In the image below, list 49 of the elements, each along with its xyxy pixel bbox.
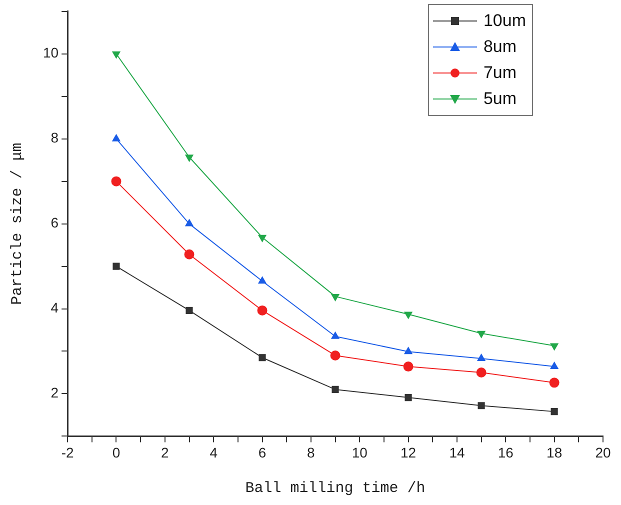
y-tick-label: 4 [50, 300, 59, 316]
y-tick-label: 2 [50, 384, 59, 401]
point [550, 362, 559, 370]
x-tick-label: 18 [546, 444, 562, 460]
y-axis-title: Particle size / μm [8, 142, 26, 305]
x-tick-label: -2 [61, 444, 74, 460]
point [186, 306, 193, 314]
point [550, 343, 559, 351]
x-tick-label: 12 [400, 444, 416, 460]
x-axis-title: Ball milling time /h [245, 480, 426, 497]
x-tick-label: 14 [449, 444, 465, 460]
point [258, 234, 267, 242]
point [112, 51, 121, 59]
x-tick-label: 8 [307, 444, 316, 460]
point [330, 294, 340, 302]
point [258, 276, 267, 284]
point [184, 249, 194, 260]
point [404, 346, 413, 354]
point [404, 394, 412, 402]
x-tick-label: 10 [352, 444, 368, 460]
x-tick-label: 16 [498, 444, 514, 460]
point [550, 408, 558, 416]
x-tick-label: 0 [112, 444, 120, 460]
point [476, 367, 486, 378]
point [478, 402, 485, 410]
y-tick-label: 10 [42, 44, 59, 61]
legend-label: 5um [483, 88, 517, 110]
point [476, 330, 486, 338]
y-tick-label: 6 [50, 214, 59, 231]
legend-label: 7um [483, 62, 517, 84]
point [403, 362, 414, 372]
x-tick-label: 20 [595, 444, 611, 460]
point [258, 354, 266, 362]
point [549, 378, 560, 388]
point [476, 353, 486, 361]
x-tick-label: 4 [210, 444, 218, 460]
legend-label: 8um [483, 36, 517, 58]
legend-label: 10um [483, 10, 526, 32]
point [112, 262, 120, 270]
point [330, 331, 340, 339]
point [111, 176, 122, 186]
x-tick-label: 2 [161, 444, 170, 460]
point [184, 154, 194, 162]
point [332, 386, 339, 394]
y-tick-label: 8 [50, 130, 59, 146]
point [330, 350, 340, 360]
point [404, 312, 413, 320]
point [257, 305, 268, 316]
x-tick-label: 6 [258, 444, 266, 460]
